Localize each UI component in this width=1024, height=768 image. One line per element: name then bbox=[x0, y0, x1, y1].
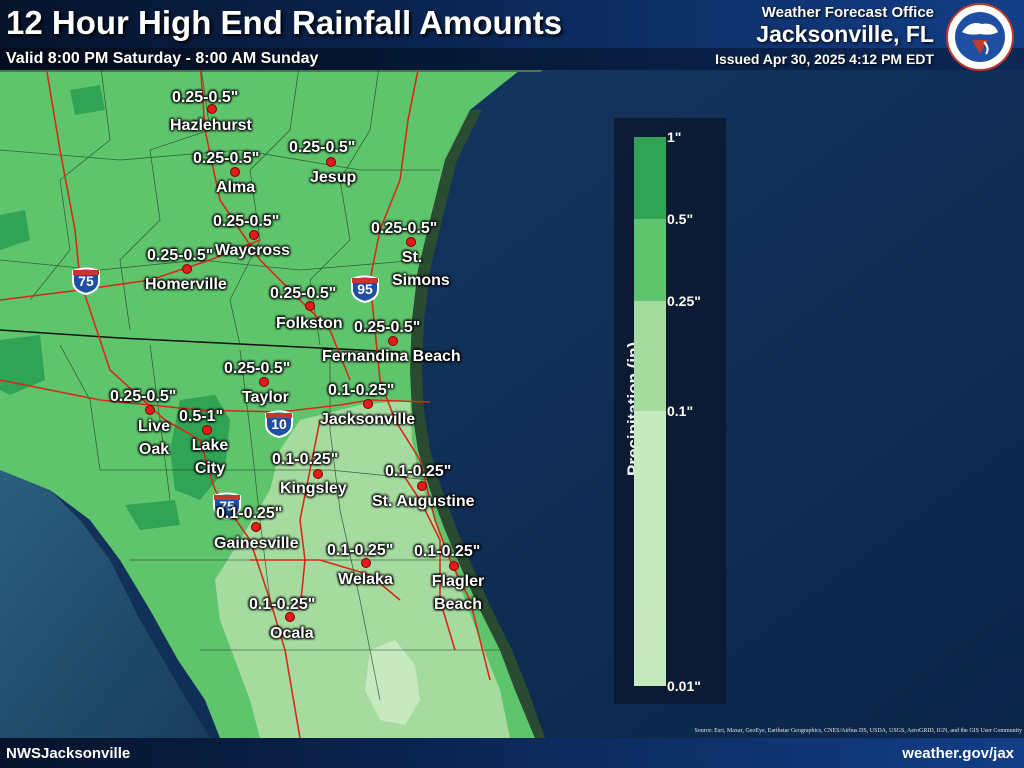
nws-logo-icon[interactable] bbox=[940, 2, 1020, 72]
city-amount-label: 0.1-0.25" bbox=[327, 542, 394, 559]
city-amount-label: 0.1-0.25" bbox=[272, 451, 339, 468]
zone-light bbox=[215, 400, 510, 738]
city-name-label: Folkston bbox=[276, 315, 343, 332]
city-dot bbox=[417, 481, 427, 491]
city-dot bbox=[361, 558, 371, 568]
city-name-label: St. Augustine bbox=[372, 493, 475, 510]
legend-tick-0.25: 0.25" bbox=[667, 293, 701, 309]
page-title: 12 Hour High End Rainfall Amounts bbox=[6, 4, 563, 41]
city-amount-label: 0.25-0.5" bbox=[147, 247, 214, 264]
city-name-label: Kingsley bbox=[280, 480, 347, 497]
office-city: Jacksonville, FL bbox=[756, 21, 934, 47]
city-amount-label: 0.1-0.25" bbox=[414, 543, 481, 560]
facebook-handle[interactable]: NWSJacksonville bbox=[6, 745, 131, 762]
county-lines bbox=[0, 59, 500, 701]
city-dot bbox=[230, 167, 240, 177]
city-amount-label: 0.1-0.25" bbox=[216, 505, 283, 522]
city-dot bbox=[207, 104, 217, 114]
legend-swatch-0.5-1 bbox=[634, 137, 666, 219]
zone-very-light bbox=[365, 640, 420, 725]
interstate-75-shield-south: 75 bbox=[212, 492, 242, 521]
legend-tick-0.01: 0.01" bbox=[667, 678, 701, 694]
city-name-label: Fernandina Beach bbox=[322, 348, 461, 365]
city-amount-label: 0.1-0.25" bbox=[249, 596, 316, 613]
city-name-label: Waycross bbox=[215, 242, 290, 259]
city-amount-label: 0.25-0.5" bbox=[193, 150, 260, 167]
zone-dark-2 bbox=[0, 210, 30, 250]
interstate-75-shield-north: 75 bbox=[71, 267, 101, 296]
city-dot bbox=[285, 612, 295, 622]
city-amount-label: 0.1-0.25" bbox=[328, 382, 395, 399]
website-link[interactable]: weather.gov/jax bbox=[902, 745, 1014, 762]
city-name-label: Live Oak bbox=[137, 418, 170, 458]
city-amount-label: 0.25-0.5" bbox=[213, 213, 280, 230]
legend-panel bbox=[614, 118, 726, 704]
city-amount-label: 0.25-0.5" bbox=[289, 139, 356, 156]
city-amount-label: 0.25-0.5" bbox=[371, 220, 438, 237]
city-name-label: Flagler Beach bbox=[431, 573, 485, 613]
city-dot bbox=[259, 377, 269, 387]
city-amount-label: 0.25-0.5" bbox=[270, 285, 337, 302]
office-label: Weather Forecast Office bbox=[761, 4, 934, 21]
legend-tick-0.5: 0.5" bbox=[667, 211, 694, 227]
city-dot bbox=[145, 405, 155, 415]
city-name-label: Jacksonville bbox=[320, 411, 416, 428]
zone-dark-4 bbox=[125, 500, 180, 530]
city-dot bbox=[202, 425, 212, 435]
city-amount-label: 0.1-0.25" bbox=[385, 463, 452, 480]
city-name-label: St. Simons bbox=[392, 249, 450, 289]
city-dot bbox=[326, 157, 336, 167]
city-dot bbox=[251, 522, 261, 532]
city-name-label: Taylor bbox=[242, 389, 289, 406]
issued-time: Issued Apr 30, 2025 4:12 PM EDT bbox=[715, 51, 934, 67]
valid-period: Valid 8:00 PM Saturday - 8:00 AM Sunday bbox=[6, 50, 319, 67]
city-dot bbox=[363, 399, 373, 409]
subtitle-bar bbox=[0, 48, 1024, 70]
legend-swatch-0.01-0.1 bbox=[634, 411, 666, 686]
legend-swatch-0.25-0.5 bbox=[634, 219, 666, 301]
zone-dark-3 bbox=[0, 335, 45, 395]
city-dot bbox=[249, 230, 259, 240]
city-dot bbox=[305, 301, 315, 311]
interstate-10-number: 10 bbox=[271, 416, 287, 432]
city-amount-label: 0.5-1" bbox=[179, 408, 224, 425]
city-amount-label: 0.25-0.5" bbox=[354, 319, 421, 336]
city-name-label: Ocala bbox=[270, 625, 314, 642]
header-bar bbox=[0, 0, 1024, 70]
zone-dark-1 bbox=[170, 395, 230, 500]
city-dot bbox=[182, 264, 192, 274]
zone-dark-5 bbox=[70, 85, 105, 115]
city-dot bbox=[388, 336, 398, 346]
gulf-of-mexico bbox=[0, 470, 210, 738]
interstate-75-number: 75 bbox=[78, 273, 94, 289]
map-attribution: Source: Esri, Maxar, GeoEye, Earthstar G… bbox=[694, 728, 1022, 734]
city-dot bbox=[406, 237, 416, 247]
city-name-label: Hazlehurst bbox=[170, 117, 252, 134]
city-name-label: Lake City bbox=[191, 437, 229, 477]
city-amount-label: 0.25-0.5" bbox=[224, 360, 291, 377]
city-dot bbox=[449, 561, 459, 571]
footer-bar bbox=[0, 738, 1024, 768]
city-name-label: Jesup bbox=[310, 169, 357, 186]
highways bbox=[0, 59, 491, 739]
state-line bbox=[0, 329, 401, 353]
interstate-95-shield: 95 bbox=[350, 275, 380, 304]
city-name-label: Welaka bbox=[338, 571, 393, 588]
city-amount-label: 0.25-0.5" bbox=[172, 89, 239, 106]
interstate-10-shield: 10 bbox=[264, 410, 294, 439]
legend-tick-1: 1" bbox=[667, 129, 682, 145]
interstate-95-number: 95 bbox=[357, 281, 373, 297]
city-amount-label: 0.25-0.5" bbox=[110, 388, 177, 405]
city-name-label: Gainesville bbox=[214, 535, 299, 552]
city-dot bbox=[313, 469, 323, 479]
interstate-75-number: 75 bbox=[219, 498, 235, 514]
legend-swatch-0.1-0.25 bbox=[634, 301, 666, 411]
city-name-label: Homerville bbox=[145, 276, 227, 293]
city-name-label: Alma bbox=[216, 179, 256, 196]
legend-tick-0.1: 0.1" bbox=[667, 403, 694, 419]
